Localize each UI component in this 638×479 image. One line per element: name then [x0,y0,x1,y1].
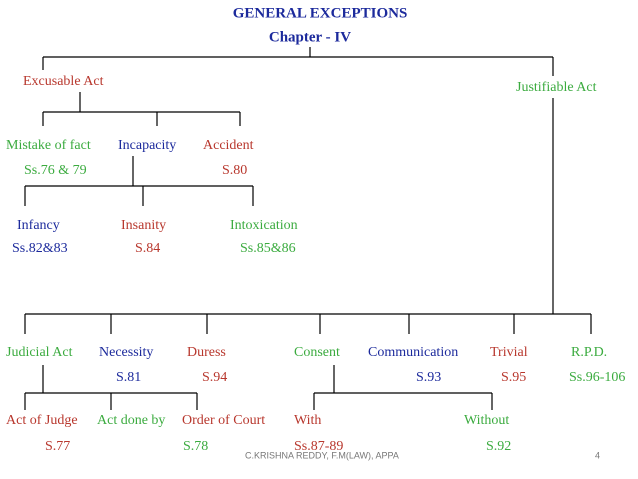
node-section: S.93 [416,370,441,385]
node-section: S.77 [45,439,70,454]
node-label: Justifiable Act [516,80,597,95]
node-label: Accident [203,138,254,153]
node-section: S.94 [202,370,227,385]
node-label: Incapacity [118,138,176,153]
node-label: Without [464,413,509,428]
node-section: Ss.85&86 [240,241,296,256]
node-label: Consent [294,345,340,360]
node-label: With [294,413,321,428]
node-label: Infancy [17,218,60,233]
node-section: Ss.76 & 79 [24,163,87,178]
node-label: Act of Judge [6,413,78,428]
node-section: S.95 [501,370,526,385]
node-label: R.P.D. [571,345,607,360]
node-label: Excusable Act [23,74,104,89]
connectors [24,47,592,410]
footer-author: C.KRISHNA REDDY, F.M(LAW), APPA [245,450,399,460]
node-label: Insanity [121,218,166,233]
node-label: Trivial [490,345,528,360]
node-section: S.80 [222,163,247,178]
node-label: Act done by [97,413,165,428]
node-section: S.78 [183,439,208,454]
node-label: Necessity [99,345,153,360]
title: GENERAL EXCEPTIONS [233,5,408,21]
node-label: Intoxication [230,218,298,233]
page-number: 4 [595,450,600,460]
node-label: Mistake of fact [6,138,91,153]
node-section: Ss.82&83 [12,241,68,256]
node-label: Judicial Act [6,345,73,360]
subtitle: Chapter - IV [269,29,351,45]
node-section: S.92 [486,439,511,454]
node-section: Ss.87-89 [294,439,343,454]
node-label: Communication [368,345,458,360]
node-label: Duress [187,345,226,360]
node-section: S.81 [116,370,141,385]
node-label: Order of Court [182,413,265,428]
node-section: Ss.96-106 [569,370,625,385]
node-section: S.84 [135,241,160,256]
